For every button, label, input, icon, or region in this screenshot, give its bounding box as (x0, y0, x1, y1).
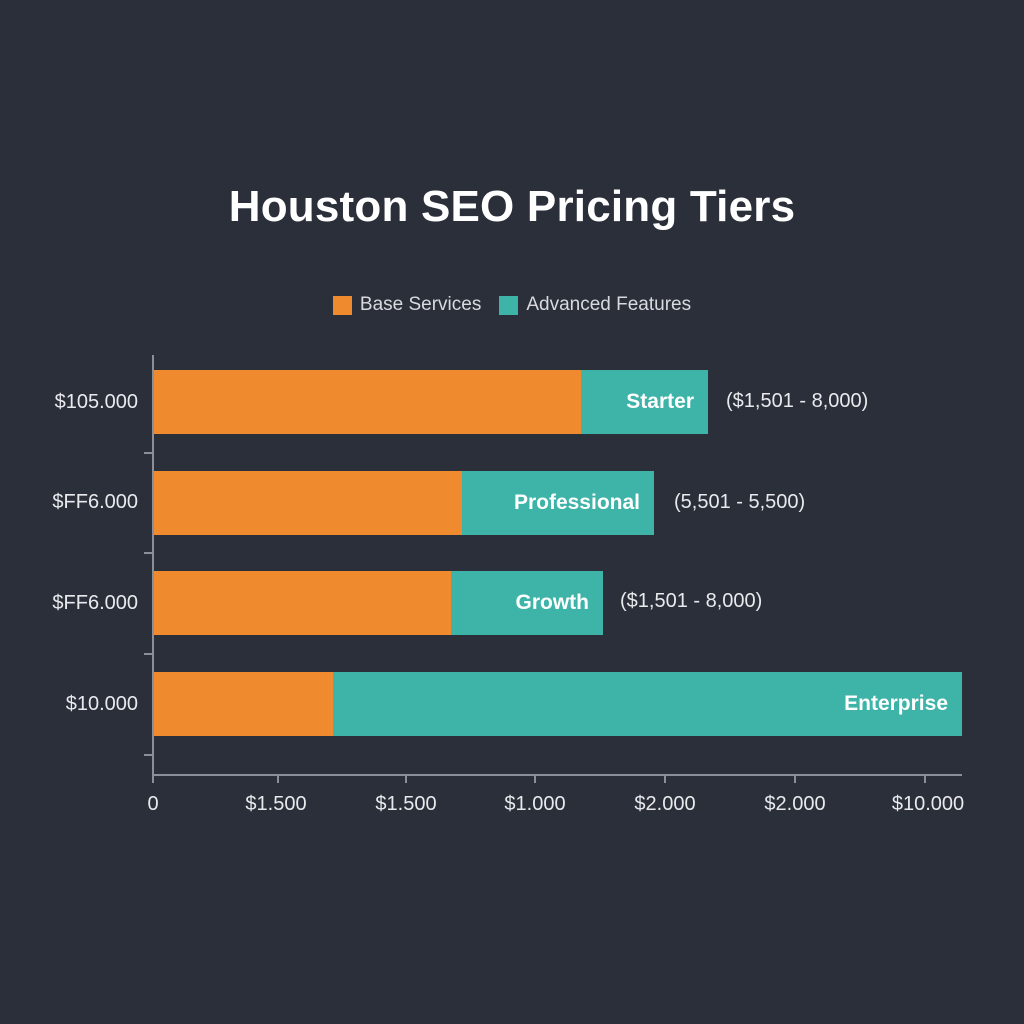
x-axis (152, 774, 962, 776)
legend: Base Services Advanced Features (0, 294, 1024, 316)
bar-starter-advanced: Starter (581, 370, 708, 434)
legend-label: Advanced Features (526, 294, 692, 315)
y-label: $105.000 (54, 391, 138, 413)
x-tick (664, 774, 666, 783)
y-label: $10.000 (65, 693, 138, 715)
y-tick (144, 452, 153, 454)
y-label: $FF6.000 (52, 491, 138, 513)
bar-growth-advanced: Growth (451, 571, 603, 635)
y-axis (152, 355, 154, 775)
y-tick (144, 754, 153, 756)
x-tick (405, 774, 407, 783)
y-tick (144, 552, 153, 554)
x-tick (924, 774, 926, 783)
x-tick (277, 774, 279, 783)
bar-enterprise-advanced: Enterprise (333, 672, 962, 736)
legend-item-advanced-features: Advanced Features (499, 294, 691, 316)
x-label: 0 (147, 793, 159, 815)
bar-growth-base (154, 571, 451, 635)
x-label: $2.000 (634, 793, 696, 815)
bar-starter-base (154, 370, 581, 434)
legend-label: Base Services (359, 294, 482, 315)
range-label-growth: ($1,501 - 8,000) (620, 590, 763, 612)
y-tick (144, 653, 153, 655)
x-tick (152, 774, 154, 783)
x-tick (794, 774, 796, 783)
range-label-professional: (5,501 - 5,500) (674, 491, 806, 513)
chart-title: Houston SEO Pricing Tiers (228, 182, 796, 231)
x-label: $1.000 (504, 793, 566, 815)
y-label: $FF6.000 (52, 592, 138, 614)
legend-item-base-services: Base Services (332, 294, 482, 316)
x-tick (534, 774, 536, 783)
bar-professional-advanced: Professional (462, 471, 654, 535)
x-label: $10.000 (891, 793, 965, 815)
bar-professional-base (154, 471, 462, 535)
x-label: $1.500 (375, 793, 437, 815)
advanced-features-swatch (499, 295, 519, 315)
base-services-swatch (332, 295, 352, 315)
x-label: $2.000 (764, 793, 826, 815)
bar-enterprise-base (154, 672, 333, 736)
x-label: $1.500 (245, 793, 307, 815)
range-label-starter: ($1,501 - 8,000) (726, 390, 869, 412)
